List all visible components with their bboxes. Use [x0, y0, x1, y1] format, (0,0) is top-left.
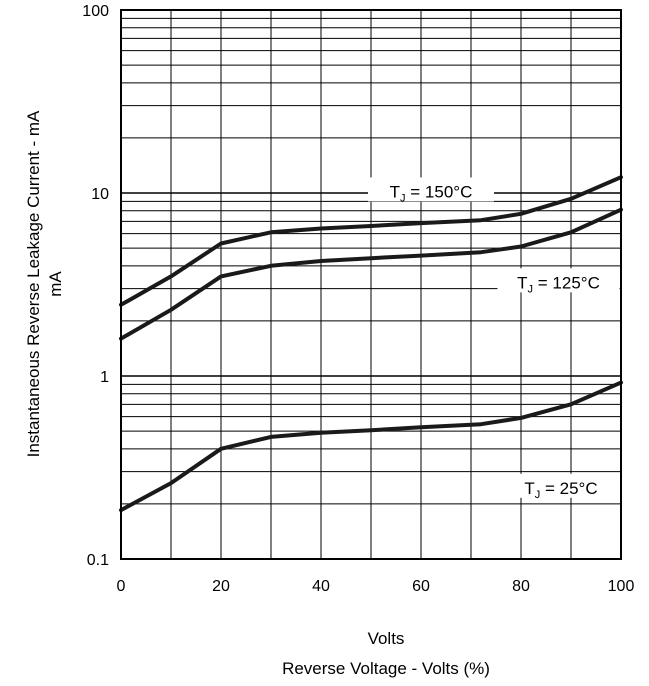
- y-tick-label: 0.1: [87, 552, 109, 569]
- grid: [121, 10, 621, 559]
- x-axis-label: Reverse Voltage - Volts (%): [282, 659, 490, 678]
- curve-label-background: [497, 268, 620, 293]
- x-tick-label: 80: [512, 578, 530, 595]
- plot-frame: [120, 9, 622, 560]
- y-axis-label: Instantaneous Reverse Leakage Current - …: [24, 110, 43, 457]
- x-tick-label: 20: [212, 578, 230, 595]
- curve-label-2: TJ = 125°C: [517, 273, 600, 295]
- y-axis-unit: mA: [46, 271, 65, 297]
- x-axis-label-top: Volts: [368, 629, 405, 648]
- y-tick-label: 100: [82, 3, 109, 20]
- curve-series-1: [119, 175, 623, 307]
- curve-series-2: [119, 207, 623, 341]
- y-tick-labels: 0.1 1 10 100: [82, 3, 109, 569]
- curve-labels: TJ = 150°C TJ = 125°C TJ = 25°C: [368, 177, 620, 501]
- x-tick-label: 0: [117, 578, 126, 595]
- curve-label-1: TJ = 150°C: [390, 182, 473, 204]
- curve-label-background: [368, 177, 494, 202]
- x-tick-labels: 0 20 40 60 80 100: [117, 578, 635, 595]
- curve-series-3: [119, 380, 623, 513]
- x-tick-label: 40: [312, 578, 330, 595]
- curve-label-3: TJ = 25°C: [524, 479, 597, 501]
- x-tick-label: 60: [412, 578, 430, 595]
- y-tick-label: 10: [91, 186, 109, 203]
- y-tick-label: 1: [100, 369, 109, 386]
- curves: [119, 175, 623, 513]
- curve-label-background: [504, 473, 618, 498]
- x-tick-label: 100: [608, 578, 635, 595]
